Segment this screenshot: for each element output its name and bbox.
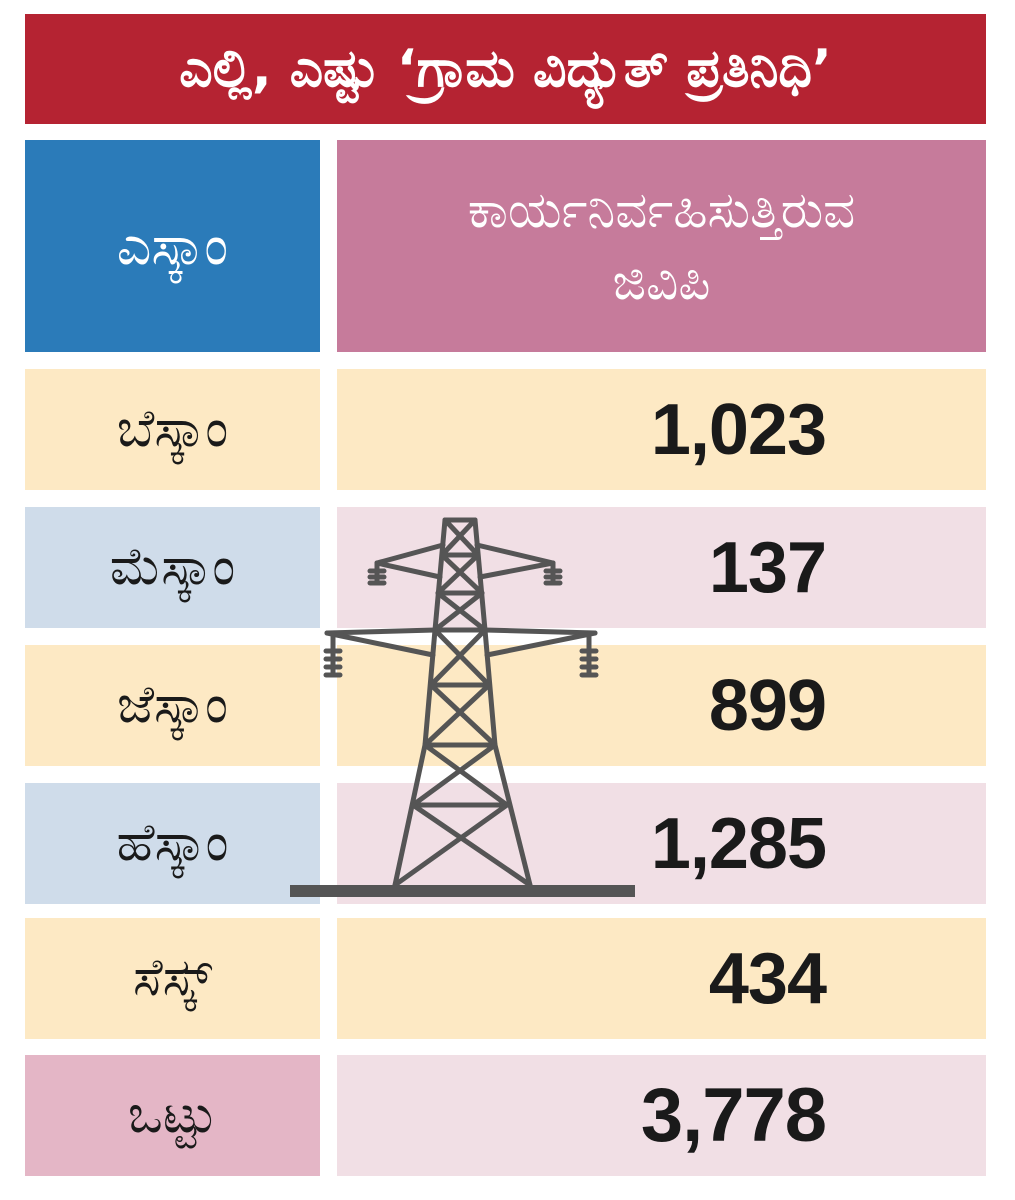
row-value-cesc: 434	[337, 918, 986, 1039]
row-name-gescom: ಜೆಸ್ಕಾಂ	[25, 645, 320, 766]
row-name-hescom: ಹೆಸ್ಕಾಂ	[25, 783, 320, 904]
row-value-total: 3,778	[337, 1055, 986, 1176]
chart-title: ಎಲ್ಲಿ, ಎಷ್ಟು ‘ಗ್ರಾಮ ವಿದ್ಯುತ್ ಪ್ರತಿನಿಧಿ’	[25, 14, 986, 124]
row-name-total: ಒಟ್ಟು	[25, 1055, 320, 1176]
row-name-cesc: ಸೆಸ್ಕ್	[25, 918, 320, 1039]
column-header-gvp: ಕಾರ್ಯನಿರ್ವಹಿಸುತ್ತಿರುವ ಜಿವಿಪಿ	[337, 140, 986, 352]
column-header-gvp-line2: ಜಿವಿಪಿ	[612, 253, 711, 311]
transmission-tower-icon	[290, 517, 635, 897]
column-header-escom: ಎಸ್ಕಾಂ	[25, 140, 320, 352]
row-name-mescom: ಮೆಸ್ಕಾಂ	[25, 507, 320, 628]
row-name-bescom: ಬೆಸ್ಕಾಂ	[25, 369, 320, 490]
row-value-bescom: 1,023	[337, 369, 986, 490]
column-header-gvp-line1: ಕಾರ್ಯನಿರ್ವಹಿಸುತ್ತಿರುವ	[467, 180, 856, 239]
